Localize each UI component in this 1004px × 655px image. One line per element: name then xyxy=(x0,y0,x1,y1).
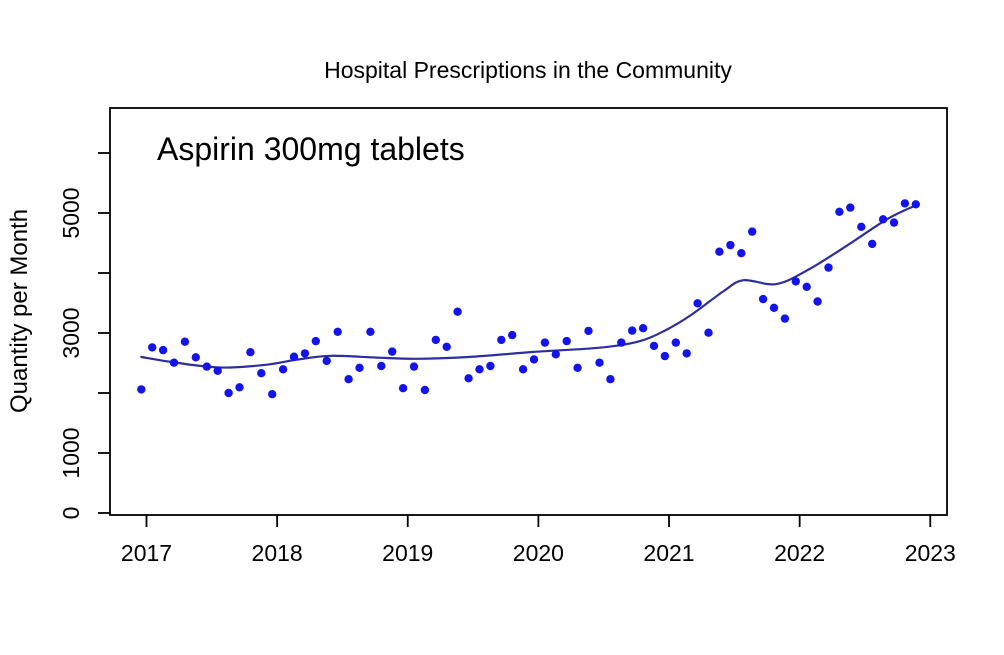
data-point xyxy=(737,249,746,258)
data-point xyxy=(148,343,157,352)
plot-layer xyxy=(140,204,918,369)
data-point xyxy=(726,240,735,250)
x-tick-label: 2022 xyxy=(774,540,825,566)
data-point xyxy=(180,337,190,346)
data-point xyxy=(311,336,320,346)
data-point xyxy=(595,358,604,367)
data-point xyxy=(508,330,517,340)
y-axis: 0 1000 3000 5000 xyxy=(58,152,110,520)
x-tick-label: 2017 xyxy=(121,540,172,566)
y-tick-label: 1000 xyxy=(58,427,84,478)
data-point xyxy=(300,349,310,358)
data-point xyxy=(169,358,179,367)
data-point xyxy=(649,341,659,351)
data-point xyxy=(780,314,790,323)
x-tick-label: 2018 xyxy=(252,540,303,566)
data-point xyxy=(846,203,855,212)
data-point xyxy=(628,326,637,335)
data-point xyxy=(606,375,615,384)
plot-border xyxy=(109,107,948,516)
y-tick-label: 3000 xyxy=(58,307,84,358)
data-point xyxy=(257,369,266,378)
data-point xyxy=(704,328,713,337)
data-point xyxy=(377,361,386,371)
data-point xyxy=(562,336,571,346)
data-point xyxy=(584,326,593,336)
x-tick-label: 2019 xyxy=(382,540,433,566)
trend-line xyxy=(140,204,918,369)
data-point xyxy=(868,239,877,249)
data-point xyxy=(431,335,440,345)
chart-annotation: Aspirin 300mg tablets xyxy=(157,131,465,167)
data-point xyxy=(158,345,168,355)
data-point xyxy=(617,338,626,347)
data-point xyxy=(475,365,484,374)
data-point xyxy=(802,282,811,291)
chart-title: Hospital Prescriptions in the Community xyxy=(324,57,732,83)
data-point xyxy=(213,366,222,375)
points-layer xyxy=(137,199,920,399)
data-point xyxy=(857,222,866,231)
data-point xyxy=(224,388,233,398)
data-point xyxy=(660,351,670,361)
data-point xyxy=(344,375,353,384)
data-point xyxy=(715,247,724,256)
data-point xyxy=(486,361,495,371)
data-point xyxy=(791,277,800,286)
data-point xyxy=(355,363,364,372)
data-point xyxy=(191,353,200,362)
data-point xyxy=(333,327,342,336)
y-tick-label: 0 xyxy=(58,507,84,520)
x-tick-label: 2020 xyxy=(513,540,564,566)
data-point xyxy=(246,348,255,357)
data-point xyxy=(388,347,397,356)
data-point xyxy=(835,207,844,216)
x-tick-label: 2023 xyxy=(905,540,956,566)
data-point xyxy=(366,327,375,336)
data-point xyxy=(889,218,899,227)
data-point xyxy=(235,383,244,392)
data-point xyxy=(453,307,462,316)
data-point xyxy=(420,385,430,395)
x-axis: 2017 2018 2019 2020 2021 2022 2023 xyxy=(121,515,956,566)
data-point xyxy=(758,294,768,304)
data-point xyxy=(540,338,550,347)
data-point xyxy=(137,385,146,394)
data-point xyxy=(693,299,702,308)
data-point xyxy=(813,297,822,306)
data-point xyxy=(518,365,528,374)
data-point xyxy=(551,350,560,359)
data-point xyxy=(442,342,451,351)
data-point xyxy=(900,199,910,208)
data-point xyxy=(529,355,539,364)
data-point xyxy=(322,356,331,366)
data-point xyxy=(911,200,920,209)
data-point xyxy=(464,374,473,383)
y-tick-label: 5000 xyxy=(58,187,84,238)
data-point xyxy=(497,335,506,345)
data-point xyxy=(769,303,779,312)
x-tick-label: 2021 xyxy=(643,540,694,566)
data-point xyxy=(268,390,277,399)
data-point xyxy=(824,263,833,272)
data-point xyxy=(671,338,680,347)
data-point xyxy=(202,362,211,371)
y-axis-label: Quantity per Month xyxy=(6,209,33,413)
data-point xyxy=(748,227,757,236)
data-point xyxy=(289,352,299,361)
data-point xyxy=(278,365,288,374)
data-point xyxy=(398,384,408,393)
data-point xyxy=(878,215,888,224)
data-point xyxy=(573,363,582,372)
data-point xyxy=(682,349,691,358)
data-point xyxy=(638,324,648,333)
data-point xyxy=(409,362,419,371)
